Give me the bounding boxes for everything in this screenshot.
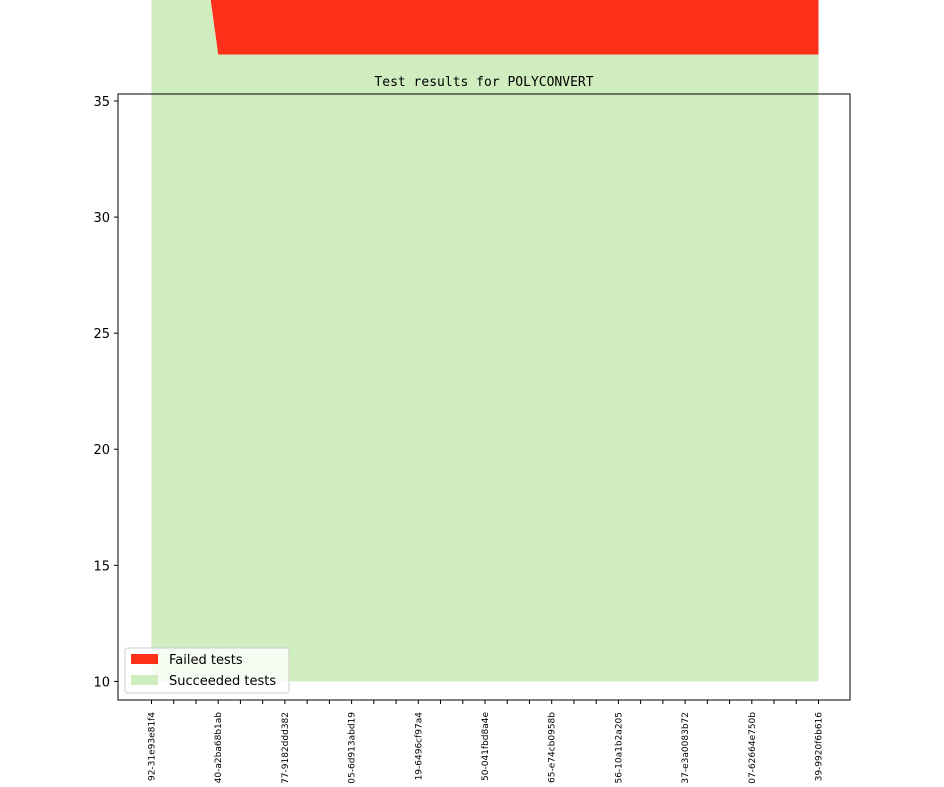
plot-frame [117,93,851,701]
y-tick-label: 15 [93,559,110,574]
x-tick-label: 19-6496cf97a4 [414,712,424,781]
y-tick-label: 35 [93,95,110,110]
chart-title: Test results for POLYCONVERT [374,75,593,90]
x-tick-label: 65-e74cb0958b [548,712,558,783]
area-succeeded-tests [151,0,819,682]
legend-swatch [131,654,158,664]
x-tick-label: 05-6d913abd19 [348,712,358,784]
x-tick-label: 40-a2ba68b1ab [214,712,224,784]
x-tick-label: 39-9920f6b616 [815,712,825,782]
legend-box [124,647,290,694]
y-tick-label: 10 [93,675,110,690]
y-tick-label: 25 [93,327,110,342]
area-failed-tests [210,0,819,55]
x-tick-label: 56-10a1b2a205 [614,712,624,784]
y-tick-label: 20 [93,443,110,458]
legend-swatch [131,675,158,685]
x-tick-label: 50-041fbd8a4e [481,712,491,781]
legend-label: Failed tests [169,653,243,668]
x-tick-label: 77-9182ddd382 [281,712,291,784]
x-tick-label: 37-e3a0083b72 [681,712,691,784]
legend-label: Succeeded tests [169,674,276,689]
x-tick-label: 92-31e93e81f4 [148,712,158,781]
y-tick-label: 30 [93,211,110,226]
x-tick-label: 07-62664e750b [748,712,758,784]
